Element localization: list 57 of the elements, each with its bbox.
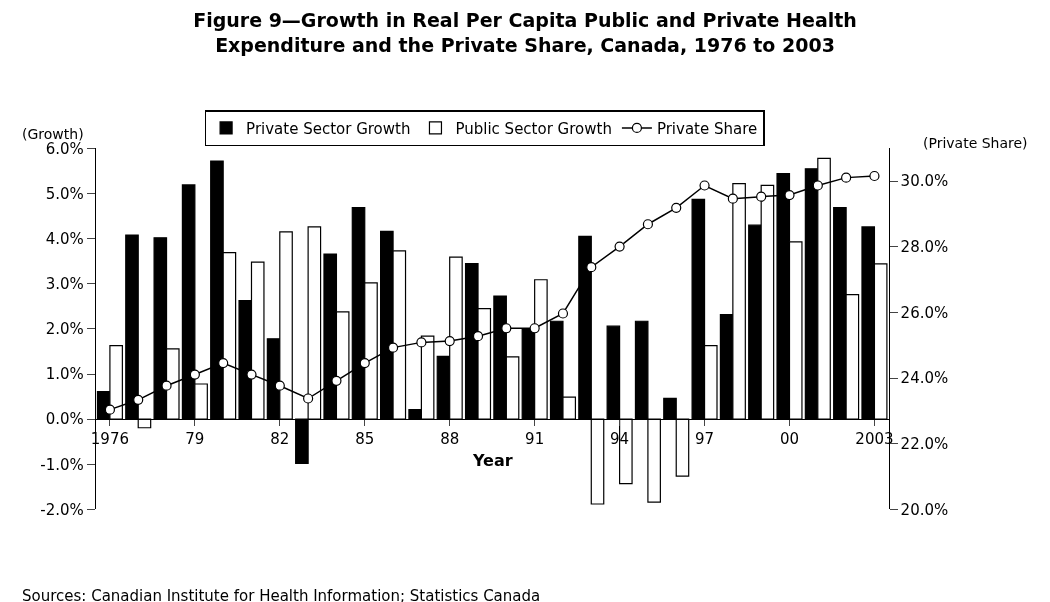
- y-tick-label: 0.0%: [45, 410, 84, 429]
- x-tick-label: 97: [695, 430, 715, 449]
- y-tick-label: 2.0%: [45, 320, 84, 339]
- point: [246, 369, 257, 380]
- point: [529, 323, 540, 334]
- point: [756, 191, 767, 202]
- y-tick-label: 4.0%: [45, 229, 84, 248]
- point: [303, 393, 314, 404]
- point: [557, 308, 569, 319]
- point: [161, 380, 172, 391]
- point: [472, 331, 484, 342]
- point: [671, 202, 682, 213]
- point: [387, 342, 399, 353]
- point: [727, 193, 738, 204]
- y-tick-label: -2.0%: [40, 500, 84, 519]
- point: [614, 241, 625, 252]
- point: [444, 335, 455, 347]
- point: [501, 323, 512, 334]
- source-note: Sources: Canadian Institute for Health Information; Statistics Canada: [22, 587, 541, 602]
- y2-tick-label: 30.0%: [900, 172, 949, 191]
- y-tick-label: 5.0%: [45, 184, 84, 203]
- point: [274, 380, 285, 391]
- point: [812, 180, 823, 191]
- point: [331, 375, 342, 386]
- y-axis-title: (Growth): [22, 126, 84, 142]
- x-tick-label: 88: [440, 430, 460, 449]
- point: [784, 189, 795, 201]
- point: [699, 180, 710, 191]
- point: [586, 262, 597, 273]
- y2-tick-label: 28.0%: [900, 238, 949, 257]
- legend-label: Private Sector Growth: [246, 119, 411, 138]
- x-axis-title: Year: [472, 451, 513, 470]
- point: [642, 219, 654, 230]
- legend-label: Private Share: [656, 119, 758, 138]
- point: [189, 369, 200, 380]
- y-tick-label: 3.0%: [45, 275, 84, 294]
- x-tick-label: 00: [779, 430, 800, 449]
- y2-tick-label: 26.0%: [900, 303, 949, 322]
- x-tick-label: 82: [270, 430, 290, 449]
- point: [841, 172, 852, 183]
- point: [359, 357, 370, 369]
- y-tick-label: -1.0%: [40, 455, 84, 474]
- x-tick-label: 85: [355, 430, 375, 449]
- point: [218, 357, 229, 369]
- point: [416, 337, 427, 348]
- y2-tick-label: 20.0%: [900, 500, 949, 519]
- y-tick-label: 1.0%: [45, 365, 84, 384]
- y2-tick-label: 24.0%: [900, 369, 949, 388]
- point: [869, 170, 880, 182]
- y2-axis-title: (Private Share): [923, 135, 1028, 151]
- y2-tick-label: 22.0%: [900, 435, 949, 454]
- chart-title: Figure 9—Growth in Real Per Capita Public and Private Health Expenditure and the Private Share, Canada, 1976 to 2003: [193, 9, 857, 56]
- x-tick-label: 91: [525, 430, 545, 449]
- point: [133, 394, 144, 405]
- legend-label: Public Sector Growth: [455, 119, 612, 138]
- point: [104, 404, 116, 415]
- x-tick-label: 79: [185, 430, 205, 449]
